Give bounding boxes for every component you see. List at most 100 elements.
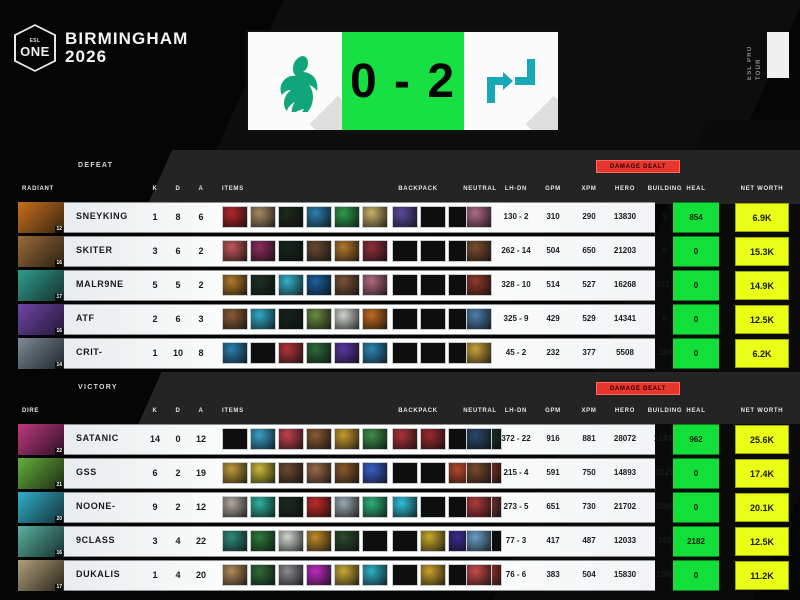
backpack-slot[interactable] (420, 308, 446, 330)
player-row[interactable]: 14 CRIT- 1 10 8 45 - 2 232 377 5508 326 0 6.2K (0, 338, 800, 369)
hero-portrait[interactable]: 16 (18, 526, 64, 557)
item-slot[interactable] (250, 274, 276, 296)
backpack-slot[interactable] (420, 206, 446, 228)
hero-portrait[interactable]: 17 (18, 560, 64, 591)
neutral-item-slot[interactable] (466, 308, 492, 330)
item-slot[interactable] (222, 428, 248, 450)
item-slot[interactable] (250, 240, 276, 262)
item-slot[interactable] (334, 496, 360, 518)
player-row[interactable]: 22 SATANIC 14 0 12 372 - 22 916 881 28072 12431 96… (0, 424, 800, 455)
damage-dealt-tab-radiant[interactable]: DAMAGE DEALT (596, 160, 680, 173)
item-slot[interactable] (334, 240, 360, 262)
item-slot[interactable] (278, 428, 304, 450)
item-slot[interactable] (278, 496, 304, 518)
backpack-slot[interactable] (392, 428, 418, 450)
hero-portrait[interactable]: 20 (18, 492, 64, 523)
player-row[interactable]: 16 9CLASS 3 4 22 77 - 3 417 487 12033 168 2182 12.5… (0, 526, 800, 557)
backpack-slot[interactable] (392, 342, 418, 364)
neutral-item-slot[interactable] (466, 428, 492, 450)
item-slot[interactable] (362, 530, 388, 552)
backpack-slot[interactable] (420, 428, 446, 450)
neutral-item-slot[interactable] (466, 462, 492, 484)
item-slot[interactable] (250, 496, 276, 518)
item-slot[interactable] (306, 274, 332, 296)
item-slot[interactable] (362, 564, 388, 586)
item-slot[interactable] (250, 428, 276, 450)
item-slot[interactable] (306, 462, 332, 484)
backpack-slot[interactable] (420, 496, 446, 518)
player-row[interactable]: 16 ATF 2 6 3 325 - 9 429 529 14341 0 0 12.5K (0, 304, 800, 335)
item-slot[interactable] (362, 240, 388, 262)
backpack-slot[interactable] (392, 564, 418, 586)
player-row[interactable]: 17 DUKALIS 1 4 20 76 - 6 383 504 15830 1090 0 11.2K (0, 560, 800, 591)
hero-portrait[interactable]: 22 (18, 424, 64, 455)
neutral-item-slot[interactable] (466, 530, 492, 552)
item-slot[interactable] (362, 428, 388, 450)
item-slot[interactable] (222, 462, 248, 484)
hero-portrait[interactable]: 14 (18, 338, 64, 369)
item-slot[interactable] (334, 462, 360, 484)
item-slot[interactable] (278, 308, 304, 330)
damage-dealt-tab-dire[interactable]: DAMAGE DEALT (596, 382, 680, 395)
item-slot[interactable] (362, 206, 388, 228)
item-slot[interactable] (334, 530, 360, 552)
backpack-slot[interactable] (420, 240, 446, 262)
item-slot[interactable] (334, 342, 360, 364)
item-slot[interactable] (362, 308, 388, 330)
item-slot[interactable] (306, 342, 332, 364)
backpack-slot[interactable] (420, 564, 446, 586)
item-slot[interactable] (362, 462, 388, 484)
neutral-item-slot[interactable] (466, 496, 492, 518)
player-row[interactable]: 16 SKITER 3 6 2 262 - 14 504 650 21203 0 0 15.3K (0, 236, 800, 267)
item-slot[interactable] (306, 240, 332, 262)
backpack-slot[interactable] (392, 308, 418, 330)
backpack-slot[interactable] (392, 274, 418, 296)
item-slot[interactable] (222, 206, 248, 228)
item-slot[interactable] (278, 274, 304, 296)
item-slot[interactable] (362, 496, 388, 518)
backpack-slot[interactable] (392, 462, 418, 484)
item-slot[interactable] (306, 206, 332, 228)
player-row[interactable]: 17 MALR9NE 5 5 2 328 - 10 514 527 16268 3717 0 14.9… (0, 270, 800, 301)
item-slot[interactable] (278, 564, 304, 586)
backpack-slot[interactable] (420, 342, 446, 364)
hero-portrait[interactable]: 21 (18, 458, 64, 489)
item-slot[interactable] (362, 342, 388, 364)
item-slot[interactable] (222, 274, 248, 296)
backpack-slot[interactable] (420, 530, 446, 552)
item-slot[interactable] (306, 428, 332, 450)
item-slot[interactable] (250, 564, 276, 586)
item-slot[interactable] (222, 308, 248, 330)
item-slot[interactable] (334, 206, 360, 228)
backpack-slot[interactable] (420, 462, 446, 484)
item-slot[interactable] (334, 564, 360, 586)
item-slot[interactable] (278, 342, 304, 364)
backpack-slot[interactable] (392, 240, 418, 262)
item-slot[interactable] (222, 496, 248, 518)
backpack-slot[interactable] (392, 206, 418, 228)
item-slot[interactable] (222, 530, 248, 552)
item-slot[interactable] (306, 530, 332, 552)
item-slot[interactable] (250, 462, 276, 484)
item-slot[interactable] (362, 274, 388, 296)
item-slot[interactable] (334, 428, 360, 450)
item-slot[interactable] (250, 342, 276, 364)
hero-portrait[interactable]: 12 (18, 202, 64, 233)
item-slot[interactable] (250, 530, 276, 552)
hero-portrait[interactable]: 17 (18, 270, 64, 301)
item-slot[interactable] (278, 462, 304, 484)
player-row[interactable]: 12 SNEYKING 1 8 6 130 - 2 310 290 13830 0 854 6.9K (0, 202, 800, 233)
neutral-item-slot[interactable] (466, 274, 492, 296)
item-slot[interactable] (222, 564, 248, 586)
neutral-item-slot[interactable] (466, 342, 492, 364)
backpack-slot[interactable] (392, 496, 418, 518)
neutral-item-slot[interactable] (466, 240, 492, 262)
hero-portrait[interactable]: 16 (18, 304, 64, 335)
item-slot[interactable] (278, 206, 304, 228)
item-slot[interactable] (278, 530, 304, 552)
item-slot[interactable] (222, 240, 248, 262)
backpack-slot[interactable] (420, 274, 446, 296)
neutral-item-slot[interactable] (466, 206, 492, 228)
item-slot[interactable] (278, 240, 304, 262)
hero-portrait[interactable]: 16 (18, 236, 64, 267)
